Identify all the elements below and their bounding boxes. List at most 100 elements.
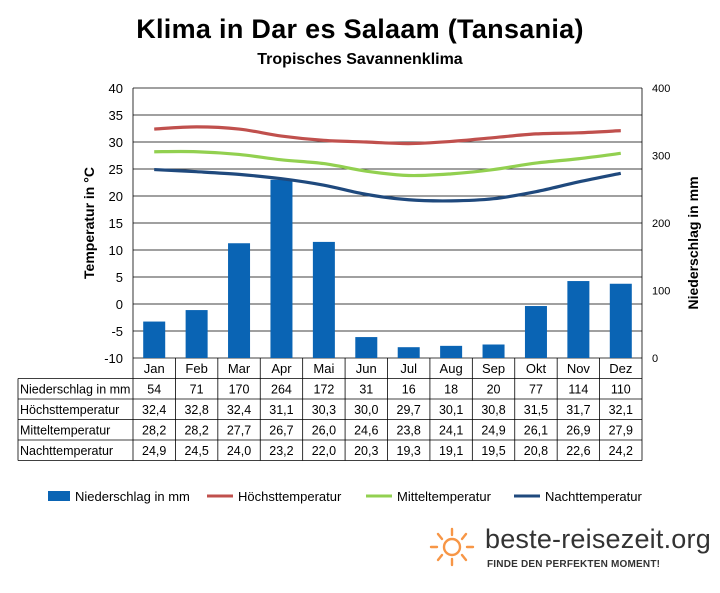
y-right-tick-label: 300 — [652, 151, 670, 163]
table-cell: 32,4 — [142, 403, 166, 417]
table-cell: 26,0 — [312, 424, 336, 438]
bar-niederschlag — [397, 347, 420, 358]
table-cell: 19,1 — [439, 444, 463, 458]
logo-text: beste-reisezeit.org — [485, 524, 711, 554]
table-cell: 26,1 — [524, 424, 548, 438]
legend-label: Höchsttemperatur — [238, 489, 342, 504]
x-tick-label: Sep — [482, 361, 505, 376]
y-left-tick-label: 30 — [109, 135, 123, 150]
table-cell: 114 — [568, 383, 588, 397]
bar-niederschlag — [609, 283, 632, 358]
line-mitteltemperatur — [154, 149, 621, 178]
line-hoechsttemperatur — [154, 125, 621, 146]
y-right-tick-label: 0 — [652, 353, 658, 365]
x-tick-label: Okt — [526, 361, 547, 376]
x-tick-label: Jun — [356, 361, 377, 376]
table-cell: 24,5 — [184, 444, 208, 458]
bar-niederschlag — [567, 281, 590, 358]
table-cell: 30,3 — [312, 403, 336, 417]
x-tick-label: Jul — [400, 361, 417, 376]
table-cell: 24,2 — [609, 444, 633, 458]
table-cell: 32,8 — [184, 403, 208, 417]
bar-niederschlag — [440, 345, 463, 358]
y-left-axis-label: Temperatur in °C — [81, 167, 97, 279]
table-cell: 19,3 — [397, 444, 421, 458]
y-left-tick-label: 35 — [109, 108, 123, 123]
table-cell: 110 — [611, 383, 631, 397]
table-cell: 18 — [444, 383, 458, 397]
table-cell: 20,3 — [354, 444, 378, 458]
x-tick-label: Jan — [144, 361, 165, 376]
table-cell: 170 — [229, 383, 250, 397]
line-nachttemperatur — [154, 167, 622, 203]
table-row-label: Mitteltemperatur — [20, 424, 110, 438]
legend-label: Nachttemperatur — [545, 489, 642, 504]
bar-niederschlag — [524, 306, 547, 358]
y-left-tick-label: -10 — [104, 351, 123, 366]
x-tick-label: Mar — [228, 361, 251, 376]
table-cell: 24,6 — [354, 424, 378, 438]
table-cell: 27,9 — [609, 424, 633, 438]
table-cell: 30,8 — [481, 403, 505, 417]
legend-swatch-niederschlag — [48, 491, 70, 501]
table-cell: 20 — [487, 383, 501, 397]
y-left-tick-label: 10 — [109, 243, 123, 258]
table-cell: 31,1 — [269, 403, 293, 417]
table-cell: 19,5 — [481, 444, 505, 458]
bar-niederschlag — [482, 344, 505, 358]
y-left-tick-label: 0 — [116, 297, 123, 312]
table-cell: 27,7 — [227, 424, 251, 438]
chart-subtitle: Tropisches Savannenklima — [257, 51, 463, 68]
table-cell: 172 — [313, 383, 334, 397]
x-tick-label: Nov — [567, 361, 591, 376]
y-right-tick-label: 400 — [652, 83, 670, 95]
bar-niederschlag — [143, 321, 166, 358]
table-row-label: Niederschlag in mm — [20, 383, 130, 397]
table-cell: 31 — [359, 383, 373, 397]
table-cell: 32,4 — [227, 403, 251, 417]
table-cell: 22,0 — [312, 444, 336, 458]
x-tick-label: Dez — [609, 361, 632, 376]
y-left-tick-label: 20 — [109, 189, 123, 204]
sun-icon — [429, 527, 475, 567]
table-row-label: Nachttemperatur — [20, 444, 113, 458]
x-tick-label: Feb — [185, 361, 207, 376]
x-tick-label: Apr — [271, 361, 292, 376]
bar-niederschlag — [312, 241, 335, 358]
table-cell: 26,7 — [269, 424, 293, 438]
table-cell: 31,7 — [566, 403, 590, 417]
table-cell: 23,8 — [397, 424, 421, 438]
table-row-label: Höchsttemperatur — [20, 403, 119, 417]
bar-niederschlag — [228, 243, 251, 358]
table-cell: 28,2 — [184, 424, 208, 438]
table-cell: 264 — [271, 383, 292, 397]
legend-label: Niederschlag in mm — [75, 489, 190, 504]
table-cell: 22,6 — [566, 444, 590, 458]
bar-niederschlag — [270, 179, 293, 358]
table-cell: 54 — [147, 383, 161, 397]
logo-slogan: FINDE DEN PERFEKTEN MOMENT! — [487, 559, 661, 570]
chart-title: Klima in Dar es Salaam (Tansania) — [136, 14, 584, 44]
y-left-tick-label: 15 — [109, 216, 123, 231]
x-tick-label: Aug — [440, 361, 463, 376]
table-cell: 77 — [529, 383, 543, 397]
table-cell: 24,0 — [227, 444, 251, 458]
y-right-axis-label: Niederschlag in mm — [685, 176, 701, 309]
table-cell: 32,1 — [609, 403, 633, 417]
table-cell: 71 — [190, 383, 204, 397]
table-cell: 24,9 — [481, 424, 505, 438]
table-cell: 29,7 — [397, 403, 421, 417]
table-cell: 24,9 — [142, 444, 166, 458]
table-cell: 26,9 — [566, 424, 590, 438]
y-left-tick-label: 5 — [116, 270, 123, 285]
bar-niederschlag — [355, 337, 378, 358]
table-cell: 16 — [402, 383, 416, 397]
legend-label: Mitteltemperatur — [397, 489, 492, 504]
y-left-tick-label: 25 — [109, 162, 123, 177]
bar-niederschlag — [185, 310, 208, 358]
table-cell: 20,8 — [524, 444, 548, 458]
table-cell: 30,0 — [354, 403, 378, 417]
table-cell: 23,2 — [269, 444, 293, 458]
y-left-tick-label: 40 — [109, 81, 123, 96]
